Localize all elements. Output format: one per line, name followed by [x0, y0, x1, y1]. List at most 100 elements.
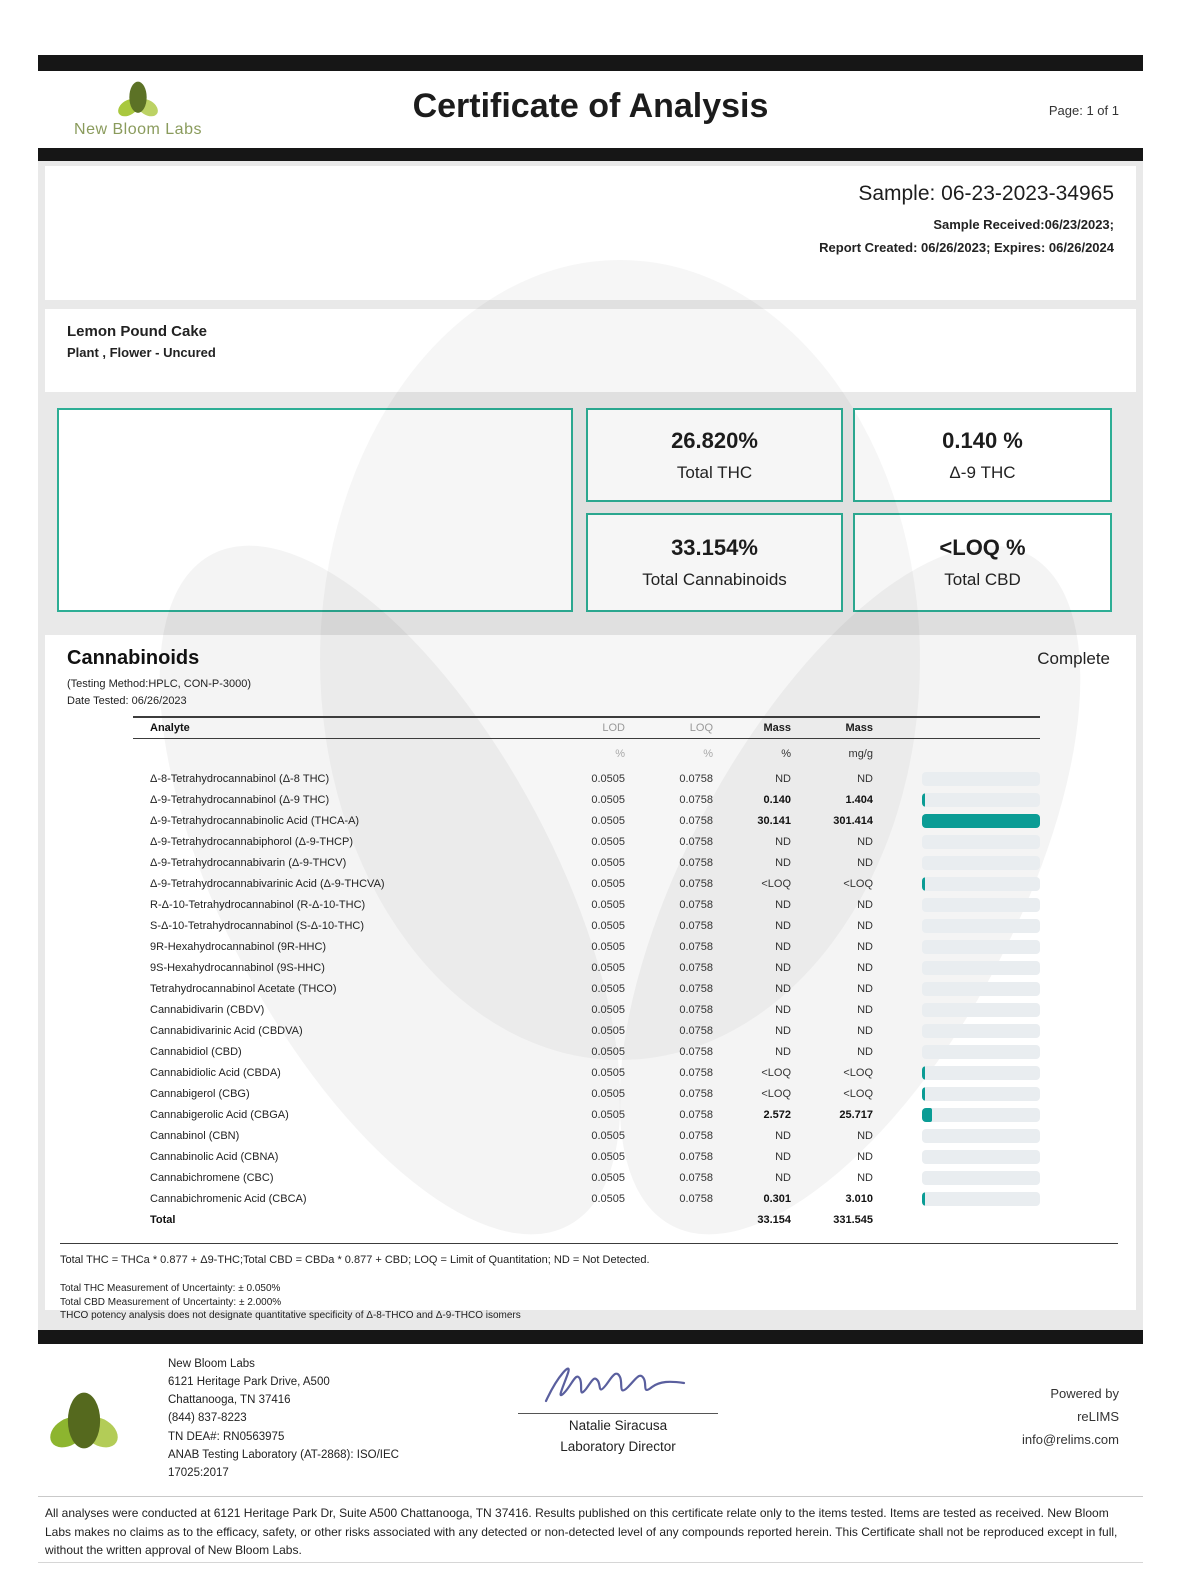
mass-bar — [873, 1065, 1040, 1080]
signature-line — [518, 1413, 718, 1414]
unit-mass-pct: % — [781, 747, 791, 760]
mass-bar-fill — [922, 792, 925, 807]
table-header-row: Analyte LOD LOQ Mass Mass — [133, 716, 1040, 739]
total-cbd-label: Total CBD — [944, 570, 1021, 589]
powered-line: Powered by — [1050, 1386, 1119, 1401]
analyte-name: Cannabinol (CBN) — [150, 1129, 240, 1142]
loq-value: 0.0758 — [679, 814, 713, 827]
mass-pct-value: ND — [775, 1129, 791, 1142]
mass-bar — [873, 792, 1040, 807]
lod-value: 0.0505 — [591, 919, 625, 932]
lab-name: New Bloom Labs — [74, 121, 202, 138]
delta9-thc-box: 0.140 % Δ-9 THC — [853, 408, 1112, 502]
lod-value: 0.0505 — [591, 1108, 625, 1121]
mass-mgg-value: ND — [857, 940, 873, 953]
footnote-line: THCO potency analysis does not designate… — [60, 1310, 521, 1321]
analyte-name: R-Δ-10-Tetrahydrocannabinol (R-Δ-10-THC) — [150, 898, 366, 911]
lod-value: 0.0505 — [591, 772, 625, 785]
analyte-name: Cannabidiolic Acid (CBDA) — [150, 1066, 281, 1079]
table-row: Cannabidivarin (CBDV) 0.0505 0.0758 ND ND — [133, 999, 1040, 1020]
mass-pct-value: ND — [775, 961, 791, 974]
mass-pct-value: ND — [775, 940, 791, 953]
mass-bar-track — [922, 876, 1040, 891]
cannabinoids-table: Analyte LOD LOQ Mass Mass % % % mg/g Δ-8… — [133, 716, 1040, 1231]
table-bottom-rule — [60, 1243, 1118, 1244]
mass-pct-value: ND — [775, 898, 791, 911]
lab-brand: New Bloom Labs — [48, 79, 228, 139]
mass-mgg-value: ND — [857, 1150, 873, 1163]
sample-photo-box — [57, 408, 573, 612]
mass-pct-value: 0.301 — [763, 1192, 791, 1205]
header: New Bloom Labs Certificate of Analysis P… — [38, 71, 1143, 148]
mass-mgg-value: ND — [857, 1129, 873, 1142]
mass-bar-track — [922, 918, 1040, 933]
mass-bar — [873, 1002, 1040, 1017]
mass-pct-value: ND — [775, 1003, 791, 1016]
analyte-name: Δ-9-Tetrahydrocannabivarin (Δ-9-THCV) — [150, 856, 347, 869]
footnote-notes: Total THC Measurement of Uncertainty: ± … — [60, 1282, 1110, 1323]
table-rows: Δ-8-Tetrahydrocannabinol (Δ-8 THC) 0.0505… — [133, 768, 1040, 1231]
loq-value: 0.0758 — [679, 1192, 713, 1205]
mass-pct-value: ND — [775, 1024, 791, 1037]
mass-mgg-value: <LOQ — [843, 1087, 873, 1100]
mass-pct-value: <LOQ — [761, 1066, 791, 1079]
lod-value: 0.0505 — [591, 856, 625, 869]
mass-bar-track — [922, 1023, 1040, 1038]
signature-icon — [544, 1367, 686, 1403]
table-row: R-Δ-10-Tetrahydrocannabinol (R-Δ-10-THC)… — [133, 894, 1040, 915]
loq-value: 0.0758 — [679, 1150, 713, 1163]
testing-method: (Testing Method:HPLC, CON-P-3000) — [67, 678, 252, 690]
mass-bar — [873, 1023, 1040, 1038]
mass-bar-track — [922, 1086, 1040, 1101]
loq-value: 0.0758 — [679, 982, 713, 995]
mass-bar-track — [922, 1149, 1040, 1164]
mass-mgg-value: ND — [857, 961, 873, 974]
mass-bar — [873, 771, 1040, 786]
date-tested: Date Tested: 06/26/2023 — [67, 695, 187, 707]
table-row: S-Δ-10-Tetrahydrocannabinol (S-Δ-10-THC)… — [133, 915, 1040, 936]
mass-bar-track — [922, 792, 1040, 807]
table-row: Δ-9-Tetrahydrocannabinolic Acid (THCA-A)… — [133, 810, 1040, 831]
lod-value: 0.0505 — [591, 982, 625, 995]
table-row: 9S-Hexahydrocannabinol (9S-HHC) 0.0505 0.0… — [133, 957, 1040, 978]
mass-mgg-value: 301.414 — [833, 814, 873, 827]
mass-mgg-value: 3.010 — [845, 1192, 873, 1205]
powered-line: info@relims.com — [1022, 1431, 1119, 1447]
mass-bar — [873, 876, 1040, 891]
mass-mgg-value: ND — [857, 1045, 873, 1058]
loq-value: 0.0758 — [679, 1003, 713, 1016]
mass-mgg-value: <LOQ — [843, 1066, 873, 1079]
analyte-name: Cannabidivarin (CBDV) — [150, 1003, 265, 1016]
page-number: Page: 1 of 1 — [1048, 103, 1119, 118]
mass-mgg-value: ND — [857, 1171, 873, 1184]
analyte-name: Δ-9-Tetrahydrocannabinol (Δ-9 THC) — [150, 793, 330, 806]
mass-bar-track — [922, 960, 1040, 975]
mass-mgg-value: ND — [857, 919, 873, 932]
lod-value: 0.0505 — [591, 1066, 625, 1079]
powered-line: reLIMS — [1077, 1408, 1119, 1424]
loq-value: 0.0758 — [679, 793, 713, 806]
loq-value: 0.0758 — [679, 1045, 713, 1058]
top-divider-bar — [38, 55, 1143, 71]
table-row: Cannabichromene (CBC) 0.0505 0.0758 ND ND — [133, 1167, 1040, 1188]
mass-bar — [873, 918, 1040, 933]
mass-bar-track — [922, 897, 1040, 912]
table-row: Cannabinolic Acid (CBNA) 0.0505 0.0758 ND ND — [133, 1146, 1040, 1167]
leaf-logo-icon — [118, 81, 158, 117]
report-created: Report Created: 06/26/2023; Expires: 06/… — [819, 239, 1114, 255]
lod-value: 0.0505 — [591, 1087, 625, 1100]
lod-value: 0.0505 — [591, 1129, 625, 1142]
table-row: Δ-9-Tetrahydrocannabinol (Δ-9 THC) 0.0505… — [133, 789, 1040, 810]
signature-title: Laboratory Director — [560, 1439, 676, 1454]
mass-bar-track — [922, 1128, 1040, 1143]
mass-bar-fill — [922, 1191, 925, 1206]
address-line: TN DEA#: RN0563975 — [168, 1430, 285, 1443]
total-cannabinoids-label: Total Cannabinoids — [642, 570, 787, 589]
table-row: Cannabichromenic Acid (CBCA) 0.0505 0.0758… — [133, 1188, 1040, 1209]
lod-value: 0.0505 — [591, 1171, 625, 1184]
footer-divider-bar — [38, 1330, 1143, 1344]
mass-bar — [873, 1107, 1040, 1122]
lod-value: 0.0505 — [591, 1024, 625, 1037]
mass-pct-value: ND — [775, 856, 791, 869]
mass-pct-value: ND — [775, 919, 791, 932]
